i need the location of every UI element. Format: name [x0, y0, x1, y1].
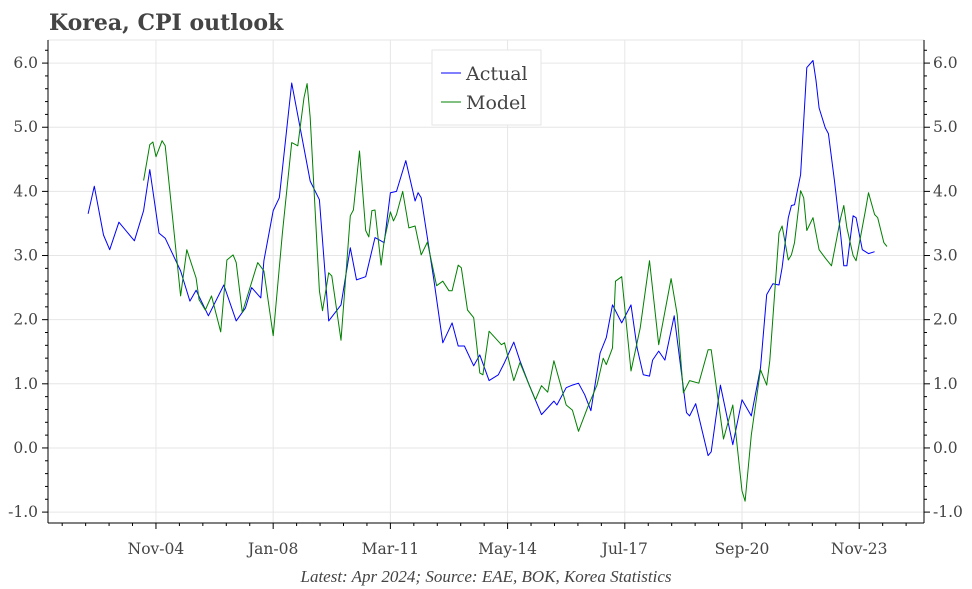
y-tick-label-left: 4.0 — [13, 182, 38, 200]
x-tick-label: Mar-11 — [362, 540, 419, 558]
y-tick-label-right: 2.0 — [933, 311, 958, 329]
x-tick-label: Nov-23 — [831, 540, 888, 558]
y-tick-label-right: 6.0 — [933, 54, 958, 72]
y-tick-label-left: -1.0 — [8, 503, 38, 521]
y-tick-label-right: 5.0 — [933, 118, 958, 136]
y-tick-label-right: -1.0 — [933, 503, 963, 521]
x-tick-label: May-14 — [478, 540, 537, 558]
y-tick-label-right: 3.0 — [933, 247, 958, 265]
y-tick-label-right: 4.0 — [933, 182, 958, 200]
series-points-model — [143, 83, 887, 502]
x-tick-label: Sep-20 — [715, 540, 770, 558]
y-tick-label-left: 1.0 — [13, 375, 38, 393]
y-tick-label-left: 2.0 — [13, 311, 38, 329]
series-lines — [87, 60, 888, 502]
legend: Actual Model — [431, 49, 542, 126]
y-tick-label-right: 0.0 — [933, 439, 958, 457]
y-tick-label-left: 0.0 — [13, 439, 38, 457]
legend-label-model: Model — [466, 92, 526, 114]
source-footnote: Latest: Apr 2024; Source: EAE, BOK, Kore… — [300, 567, 672, 586]
y-tick-label-left: 5.0 — [13, 118, 38, 136]
chart-title: Korea, CPI outlook — [49, 10, 284, 36]
series-line-model — [143, 83, 888, 502]
axes: -1.0 -1.0 0.0 0.0 1.0 1.0 2.0 2.0 3.0 3.0 4.0 4.0 5.… — [8, 40, 963, 558]
x-tick-label: Jan-08 — [246, 540, 298, 558]
y-tick-label-left: 3.0 — [13, 247, 38, 265]
series-points-actual — [88, 60, 875, 456]
x-tick-label: Nov-04 — [128, 540, 185, 558]
gridlines — [48, 39, 924, 523]
y-tick-label-left: 6.0 — [13, 54, 38, 72]
series-line-actual — [87, 60, 875, 457]
x-tick-label: Jul-17 — [600, 540, 648, 558]
legend-label-actual: Actual — [465, 63, 528, 85]
legend-box — [431, 49, 542, 126]
y-tick-label-right: 1.0 — [933, 375, 958, 393]
